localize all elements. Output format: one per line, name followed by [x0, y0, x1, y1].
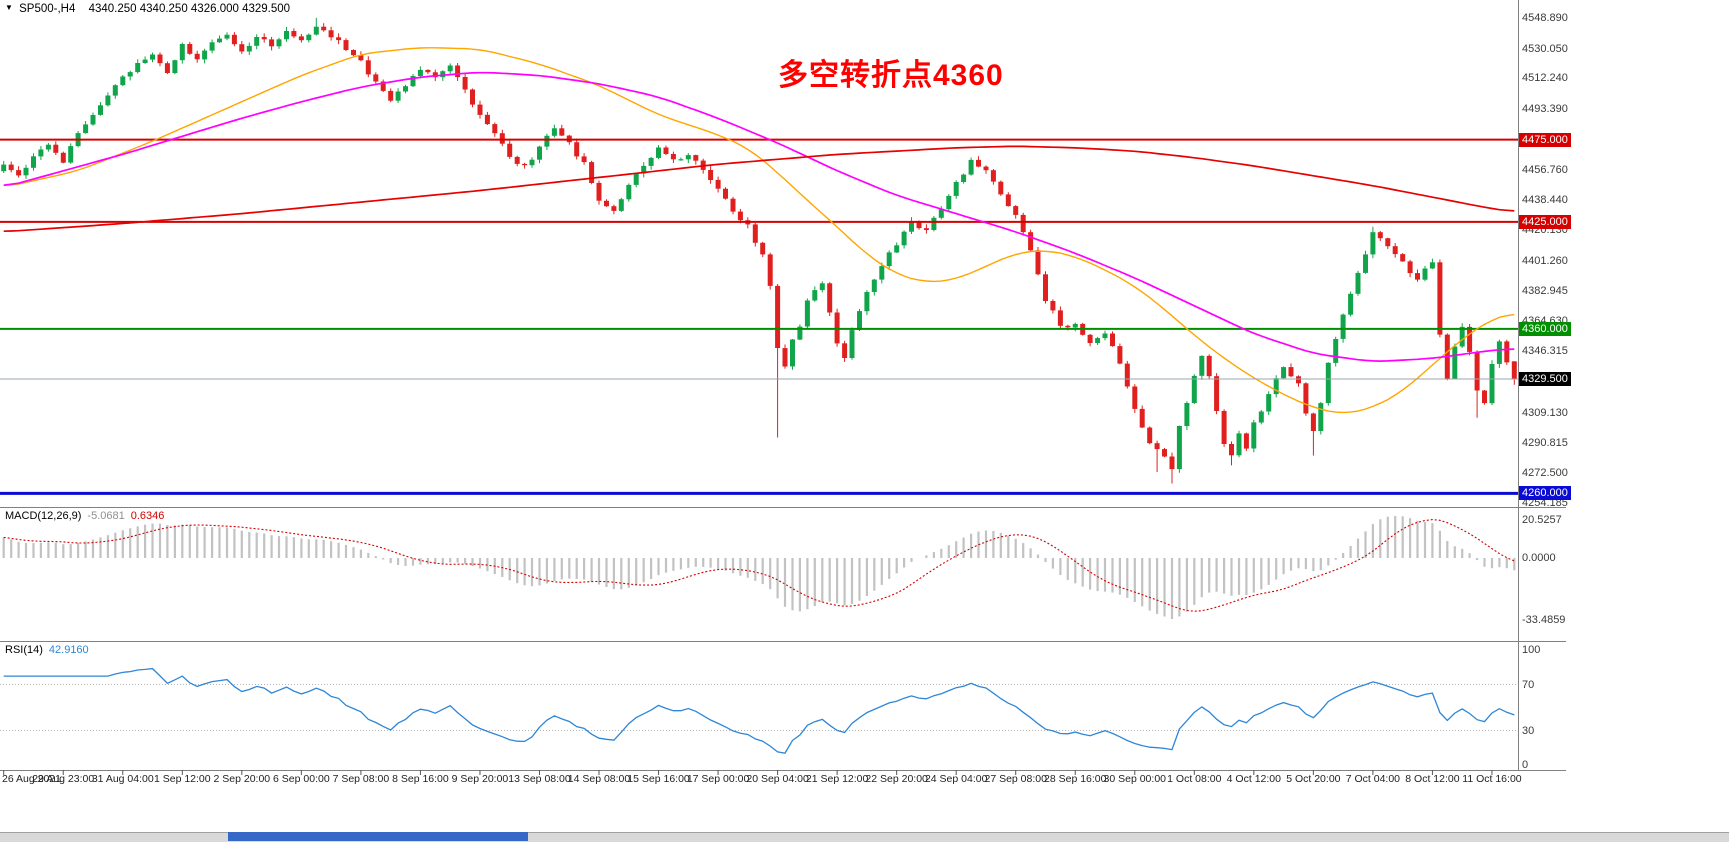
macd-axis-label: -33.4859 [1522, 613, 1566, 626]
time-axis-label: 6 Sep 00:00 [273, 773, 330, 785]
macd-axis-label: 20.5257 [1522, 513, 1562, 526]
time-axis-label: 17 Sep 00:00 [686, 773, 750, 785]
time-axis-label: 26 Aug 2021 [2, 773, 61, 785]
ma-fast-line [3, 47, 1515, 414]
rsi-axis-label: 70 [1522, 678, 1535, 691]
time-axis-label: 31 Aug 04:00 [91, 773, 154, 785]
time-axis-label: 14 Sep 08:00 [567, 773, 631, 785]
time-axis-label: 27 Sep 08:00 [984, 773, 1047, 785]
moving-averages-layer [3, 47, 1515, 414]
time-axis-label: 28 Sep 16:00 [1044, 773, 1107, 785]
price-tag-4475.000[interactable]: 4475.000 [1519, 132, 1571, 147]
price-tag-4425.000[interactable]: 4425.000 [1519, 214, 1571, 229]
rsi-axis-label: 100 [1522, 644, 1541, 656]
rsi-indicator-label: RSI(14) 42.9160 [5, 644, 95, 656]
rsi-value: 42.9160 [48, 644, 89, 656]
macd-signal-value: 0.6346 [130, 510, 165, 522]
time-axis-label: 4 Oct 12:00 [1226, 773, 1281, 785]
time-axis-label: 8 Sep 16:00 [392, 773, 449, 785]
time-axis-label: 24 Sep 04:00 [924, 773, 988, 785]
time-axis-label: 11 Oct 16:00 [1462, 773, 1522, 785]
price-axis-label: 4530.050 [1522, 42, 1568, 55]
time-axis-label: 22 Sep 20:00 [865, 773, 928, 785]
time-axis-label: 1 Sep 12:00 [153, 773, 211, 785]
price-axis-label: 4272.500 [1522, 466, 1568, 479]
price-tag-4360.000[interactable]: 4360.000 [1519, 321, 1571, 336]
annotation-text: 多空转折点4360 [778, 59, 1004, 92]
time-axis-label: 7 Sep 08:00 [332, 773, 390, 785]
time-axis-label: 30 Sep 00:00 [1103, 773, 1167, 785]
time-axis-label: 5 Oct 20:00 [1286, 773, 1341, 785]
time-axis-label: 20 Sep 04:00 [746, 773, 809, 785]
candles-layer [1, 17, 1517, 484]
time-axis-label: 1 Oct 08:00 [1167, 773, 1222, 785]
time-axis-label: 15 Sep 16:00 [627, 773, 690, 785]
macd-axis-label: 0.0000 [1522, 552, 1556, 564]
time-axis-label: 7 Oct 04:00 [1345, 773, 1401, 785]
time-axis-label: 29 Aug 23:00 [32, 773, 95, 785]
price-tag-4329.500[interactable]: 4329.500 [1519, 372, 1571, 387]
price-axis-label: 4290.815 [1522, 436, 1568, 449]
horizontal-scrollbar-track[interactable] [0, 832, 1729, 842]
price-axis-label: 4309.130 [1522, 406, 1568, 419]
rsi-name-label: RSI(14) [5, 644, 43, 656]
rsi-axis-label: 30 [1522, 724, 1535, 737]
macd-histogram-layer [2, 515, 1516, 619]
ma-medium-line [3, 71, 1515, 362]
time-axis-label: 21 Sep 12:00 [805, 773, 869, 785]
ma-slow-line [3, 145, 1515, 233]
price-axis-label: 4548.890 [1522, 11, 1568, 24]
rsi-line [3, 667, 1515, 754]
time-axis-label: 13 Sep 08:00 [508, 773, 571, 785]
price-tag-4260.000[interactable]: 4260.000 [1519, 486, 1571, 501]
macd-signal-line [3, 519, 1515, 612]
symbol-timeframe-label: SP500-,H4 [19, 3, 76, 15]
price-axis-label: 4512.240 [1522, 72, 1568, 85]
chart-title: ▼ SP500-,H4 4340.250 4340.250 4326.000 4… [5, 3, 290, 15]
collapse-arrow-icon[interactable]: ▼ [5, 3, 13, 12]
price-axis-label: 4456.760 [1522, 163, 1568, 176]
macd-name-label: MACD(12,26,9) [5, 510, 82, 522]
time-axis-label: 9 Sep 20:00 [451, 773, 509, 785]
horizontal-scrollbar-thumb[interactable] [228, 832, 528, 841]
separators-layer [0, 0, 1566, 775]
ohlc-values-label: 4340.250 4340.250 4326.000 4329.500 [88, 3, 291, 15]
price-axis-label: 4382.945 [1522, 285, 1568, 298]
rsi-layer [0, 667, 1518, 754]
horizontal-lines-layer [0, 138, 1518, 495]
macd-main-value: -5.0681 [87, 510, 125, 522]
rsi-axis-label: 0 [1522, 759, 1529, 771]
price-axis-label: 4493.390 [1522, 103, 1568, 116]
price-axis-label: 4438.440 [1522, 193, 1568, 206]
macd-indicator-label: MACD(12,26,9) -5.0681 0.6346 [5, 510, 170, 522]
price-axis-label: 4346.315 [1522, 345, 1568, 358]
time-axis-label: 8 Oct 12:00 [1405, 773, 1460, 785]
time-axis-label: 2 Sep 20:00 [213, 773, 271, 785]
price-axis-label: 4401.260 [1522, 254, 1568, 267]
